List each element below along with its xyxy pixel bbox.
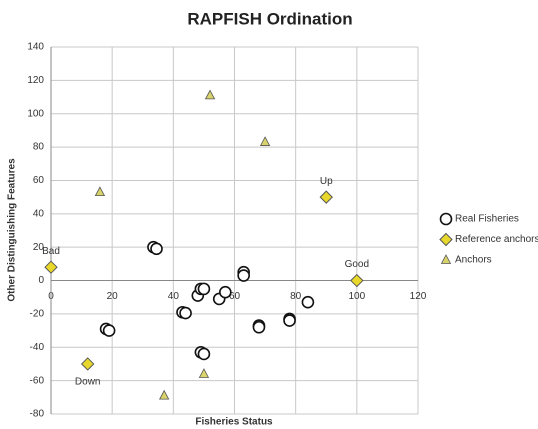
y-tick-label: -40 [30,342,45,353]
point [350,273,364,288]
point [252,320,266,334]
point [301,295,315,309]
point-label: Down [75,377,101,388]
point [94,186,106,197]
y-tick-label: 60 [33,175,45,186]
y-tick-label: 0 [38,275,44,286]
legend-marker [439,232,453,247]
point [44,260,58,274]
y-tick-label: 120 [27,75,44,86]
x-axis-title: Fisheries Status [195,417,273,428]
point [158,389,170,400]
chart-title: RAPFISH Ordination [187,9,352,28]
y-tick-label: 20 [33,242,45,253]
x-tick-label: 100 [348,291,365,302]
y-tick-label: -80 [30,409,45,420]
point [259,136,271,146]
point [319,190,333,204]
legend-label: Reference anchors [455,234,538,245]
point [283,314,296,327]
y-tick-label: -20 [30,309,45,320]
legend-marker [439,212,453,226]
point-label: Up [320,176,333,187]
point [197,282,211,296]
x-tick-label: 60 [229,291,241,302]
legend-label: Anchors [455,255,492,266]
y-tick-label: 80 [33,142,45,153]
y-tick-label: -60 [30,375,45,386]
point [237,269,250,282]
y-tick-label: 40 [33,208,45,219]
x-tick-label: 120 [410,291,427,302]
point [102,324,116,337]
point-label: Good [345,259,369,270]
point [80,357,95,371]
point [204,89,216,100]
y-tick-label: 100 [27,108,44,119]
x-tick-label: 80 [290,291,302,302]
point [219,285,232,299]
legend-label: Real Fisheries [455,214,519,225]
point [198,368,210,378]
y-axis-title: Other Distinguishing Features [7,158,18,302]
point [179,306,192,320]
point-label: Bad [42,246,60,257]
point [150,242,163,256]
legend-marker [440,254,452,264]
y-tick-label: 140 [27,42,44,53]
x-tick-label: 20 [107,291,119,302]
x-tick-label: 40 [168,291,180,302]
point [197,347,211,361]
